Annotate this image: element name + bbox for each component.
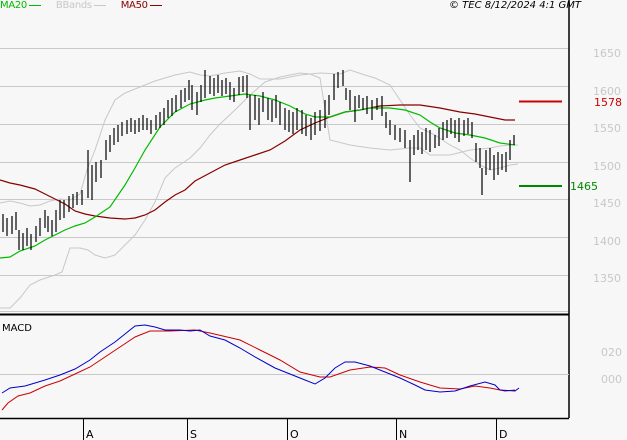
legend-swatch bbox=[149, 4, 162, 6]
macd-y-tick: 000 bbox=[601, 373, 622, 386]
macd-y-tick: 020 bbox=[601, 346, 622, 359]
y-tick: 1550 bbox=[593, 122, 621, 135]
ma50-line bbox=[0, 104, 515, 220]
y-tick: 1600 bbox=[593, 85, 621, 98]
y-tick: 1450 bbox=[593, 197, 621, 210]
legend-swatch bbox=[29, 4, 41, 6]
macd-title: MACD bbox=[2, 323, 32, 334]
y-tick: 1650 bbox=[593, 47, 621, 60]
legend-swatch bbox=[93, 4, 106, 6]
x-tick-dec: D bbox=[499, 428, 507, 440]
price-y-axis: 1650 1600 1550 1500 1450 1400 1350 bbox=[593, 47, 621, 285]
resistance-label: 1578 bbox=[594, 96, 622, 109]
x-axis bbox=[83, 419, 497, 440]
chart-legend: MA20 BBands MA50 bbox=[0, 0, 174, 12]
y-tick: 1400 bbox=[593, 235, 621, 248]
x-tick-nov: N bbox=[399, 428, 407, 440]
support-label: 1465 bbox=[570, 180, 598, 193]
x-tick-aug: A bbox=[86, 428, 94, 440]
legend-item-bbands: BBands bbox=[56, 0, 112, 12]
legend-item-ma50: MA50 bbox=[121, 0, 168, 12]
legend-item-ma20: MA20 bbox=[0, 0, 47, 12]
x-tick-sep: S bbox=[190, 428, 197, 440]
legend-label: BBands bbox=[55, 0, 92, 11]
price-bars bbox=[2, 70, 515, 250]
macd-line bbox=[1, 324, 520, 394]
price-gridlines bbox=[0, 48, 569, 312]
y-tick: 1500 bbox=[593, 160, 621, 173]
x-tick-oct: O bbox=[290, 428, 299, 440]
legend-label: MA50 bbox=[120, 0, 148, 11]
legend-label: MA20 bbox=[0, 0, 27, 11]
y-tick: 1350 bbox=[593, 272, 621, 285]
ma20-line bbox=[0, 93, 516, 259]
copyright-timestamp: © TEC 8/12/2024 4:1 GMT bbox=[449, 0, 581, 11]
macd-signal-line bbox=[1, 329, 516, 411]
